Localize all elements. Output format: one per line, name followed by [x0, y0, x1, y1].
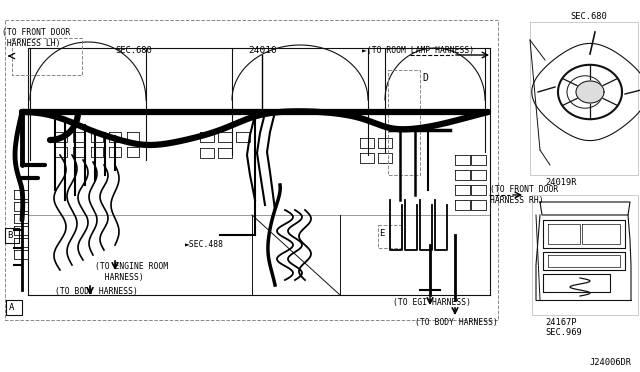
Text: SEC.680: SEC.680	[115, 46, 152, 55]
Text: 24167P: 24167P	[545, 318, 577, 327]
Text: ►(TO ROOM LAMP HARNESS): ►(TO ROOM LAMP HARNESS)	[362, 46, 474, 55]
Text: J24006DR: J24006DR	[590, 358, 632, 367]
Text: (TO BODY HARNESS): (TO BODY HARNESS)	[415, 318, 498, 327]
Text: (TO FRONT DOOR
 HARNESS LH): (TO FRONT DOOR HARNESS LH)	[2, 28, 70, 48]
Text: 24010: 24010	[248, 46, 276, 55]
Polygon shape	[576, 81, 604, 103]
Text: (TO FRONT DOOR
HARNESS RH): (TO FRONT DOOR HARNESS RH)	[490, 185, 558, 205]
Text: D: D	[422, 73, 428, 83]
Text: SEC.969: SEC.969	[545, 328, 582, 337]
Text: (TO ENGINE ROOM
  HARNESS): (TO ENGINE ROOM HARNESS)	[95, 262, 168, 282]
Text: E: E	[379, 229, 385, 238]
Text: SEC.680: SEC.680	[570, 12, 607, 21]
Text: A: A	[9, 303, 14, 312]
Text: (TO BODY HARNESS): (TO BODY HARNESS)	[55, 287, 138, 296]
Text: (TO EGI HARNESS): (TO EGI HARNESS)	[393, 298, 471, 307]
Text: B: B	[7, 231, 12, 240]
Text: ►SEC.488: ►SEC.488	[185, 240, 224, 249]
Text: 24019R: 24019R	[545, 178, 577, 187]
